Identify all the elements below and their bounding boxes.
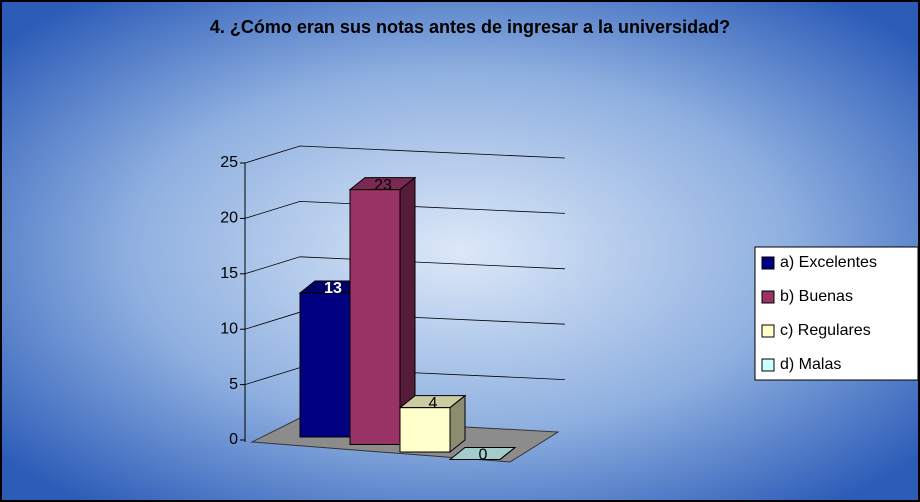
- legend-label: a) Excelentes: [780, 254, 877, 271]
- bar: [299, 292, 351, 438]
- y-tick-label: 0: [229, 431, 238, 448]
- y-tick-label: 20: [220, 210, 238, 227]
- bar-side: [499, 447, 516, 460]
- bar: [349, 189, 401, 445]
- data-label: 13: [324, 280, 342, 297]
- data-label: 0: [479, 447, 488, 464]
- legend-swatch: [761, 324, 775, 338]
- bar: [399, 407, 451, 453]
- legend-swatch: [761, 290, 775, 304]
- grid-line: [244, 256, 566, 275]
- legend-swatch: [761, 256, 775, 270]
- data-label: 23: [374, 177, 392, 194]
- legend: [754, 246, 919, 381]
- grid-line: [244, 145, 566, 164]
- chart-title: 4. ¿Cómo eran sus notas antes de ingresa…: [210, 17, 730, 37]
- grid-line: [244, 200, 566, 219]
- y-tick-label: 15: [220, 265, 238, 282]
- data-label: 4: [429, 395, 438, 412]
- legend-label: d) Malas: [780, 356, 841, 373]
- legend-label: b) Buenas: [780, 288, 853, 305]
- y-tick-label: 5: [229, 376, 238, 393]
- legend-swatch: [761, 358, 775, 372]
- legend-label: c) Regulares: [780, 322, 871, 339]
- y-tick-label: 10: [220, 320, 238, 337]
- y-tick-label: 25: [220, 154, 238, 171]
